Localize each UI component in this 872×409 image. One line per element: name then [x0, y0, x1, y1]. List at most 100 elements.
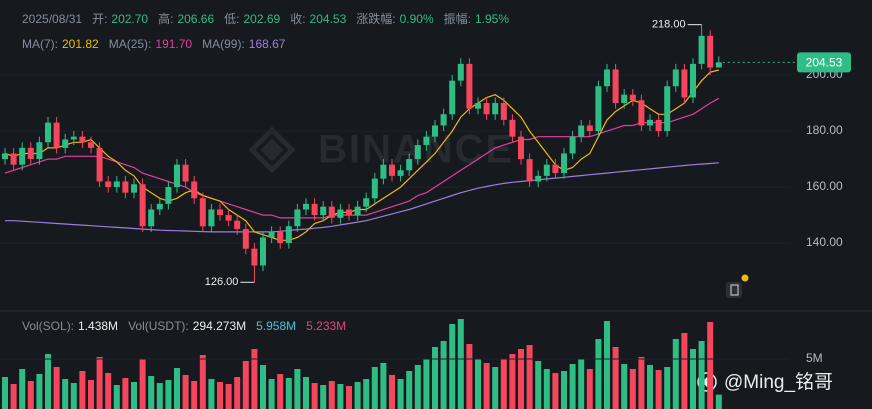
candle-body — [449, 80, 456, 115]
field-label: 开: — [92, 12, 108, 26]
volume-bar — [225, 384, 232, 409]
legend-value: 191.70 — [155, 37, 193, 51]
volume-bar — [53, 367, 60, 409]
candle-body — [260, 237, 266, 266]
candle-body — [105, 181, 112, 188]
y-tick-label: 160.00 — [806, 179, 843, 193]
low-label: 126.00 — [205, 276, 239, 288]
volume-bar — [251, 349, 258, 409]
volume-bar — [586, 369, 593, 409]
legend-value: 201.82 — [62, 37, 99, 51]
volume-bar — [285, 378, 292, 409]
volume-bar — [552, 373, 559, 409]
candle-body — [182, 164, 189, 182]
volume-bar — [380, 363, 387, 409]
candle-body — [561, 153, 567, 174]
candle-body — [414, 145, 421, 160]
candle-body — [586, 125, 593, 132]
volume-bar — [449, 324, 456, 409]
candle-body — [320, 206, 327, 216]
candle-body — [647, 119, 653, 126]
y-tick-label: 180.00 — [806, 123, 843, 137]
candle-body — [483, 103, 490, 115]
candle-body — [389, 164, 395, 176]
candle-body — [475, 103, 481, 109]
ohlc-header: 2025/08/31 开: 202.70 高: 206.66 低: 202.69 收: 204.… — [8, 10, 519, 27]
volume-bar — [604, 321, 610, 409]
candle-body — [346, 209, 352, 216]
candle-body — [707, 35, 714, 68]
volume-bar — [655, 370, 662, 409]
volume-bar — [363, 379, 370, 409]
volume-bar — [311, 383, 318, 409]
candle-body — [432, 125, 438, 137]
volume-bar — [217, 382, 223, 409]
volume-bar — [182, 375, 189, 409]
volume-bar — [88, 380, 94, 409]
volume-header: Vol(SOL): 1.438M Vol(USDT): 294.273M 5.958M 5… — [8, 319, 356, 333]
field-value: 202.69 — [243, 11, 281, 26]
volume-bar — [414, 365, 421, 409]
volume-bar — [483, 363, 490, 409]
legend-label: Vol(USDT): — [128, 319, 189, 333]
volume-bar — [389, 375, 395, 409]
volume-bar — [139, 359, 146, 409]
candle-body — [492, 103, 499, 115]
volume-bar — [191, 381, 198, 409]
volume-bar — [36, 374, 43, 409]
volume-bar — [337, 384, 344, 409]
volume-bar — [148, 376, 155, 409]
ma-line — [5, 162, 719, 233]
volume-bar — [234, 377, 241, 409]
candle-body — [569, 136, 576, 154]
volume-bar — [690, 349, 696, 409]
volume-bar — [397, 379, 404, 409]
candle-body — [294, 209, 301, 227]
candle-body — [217, 209, 223, 216]
volume-bar — [440, 341, 447, 409]
tool-icon[interactable] — [726, 274, 749, 299]
field-value: 204.53 — [309, 11, 347, 26]
volume-bar — [277, 374, 284, 409]
candle-body — [715, 62, 722, 68]
candle-body — [10, 153, 17, 165]
volume-bar — [113, 385, 120, 409]
field-label: 振幅: — [443, 12, 471, 26]
volume-bar — [707, 322, 714, 409]
volume-bar — [45, 354, 51, 409]
volume-bar — [621, 364, 628, 409]
candle-body — [526, 159, 533, 182]
candle-body — [363, 198, 370, 207]
field-value: 206.66 — [177, 11, 215, 26]
candle-body — [604, 69, 610, 87]
candle-body — [2, 153, 8, 160]
candle-body — [655, 119, 662, 132]
field-label: 高: — [158, 12, 174, 26]
candle-body — [595, 86, 602, 132]
volume-bar — [131, 382, 137, 409]
volume-bar — [96, 357, 103, 409]
volume-bar — [518, 349, 524, 409]
last-price-label: 204.53 — [806, 56, 843, 70]
volume-bar — [561, 371, 567, 409]
candle-body — [277, 231, 284, 244]
volume-bar — [156, 383, 163, 409]
candle-body — [225, 215, 232, 221]
candle-body — [96, 147, 103, 182]
candle-body — [552, 164, 559, 174]
legend-value: 1.438M — [78, 319, 119, 333]
volume-bar — [595, 339, 602, 409]
candle-body — [466, 63, 473, 109]
volume-bar — [199, 355, 206, 409]
volume-bar — [475, 359, 481, 409]
volume-bar — [208, 379, 215, 409]
candle-body — [234, 220, 241, 230]
volume-bar — [328, 381, 335, 409]
volume-bar — [638, 357, 645, 409]
volume-bar — [543, 369, 550, 409]
field-label: 收: — [290, 12, 306, 26]
candle-body — [311, 203, 318, 216]
candle-body — [53, 122, 60, 148]
